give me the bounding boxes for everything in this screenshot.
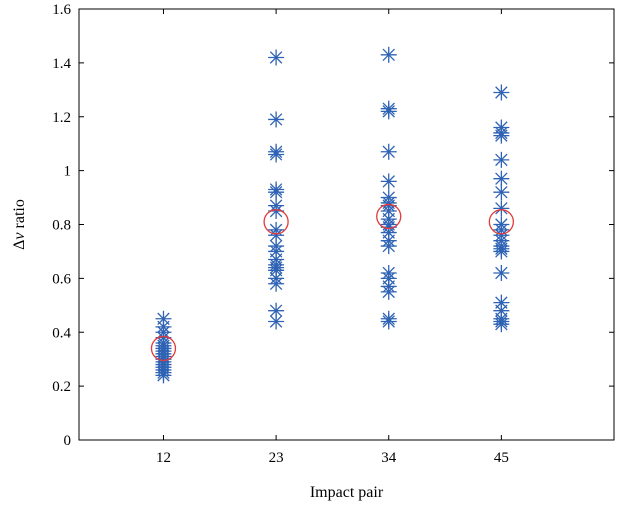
data-point-asterisk	[380, 143, 397, 160]
data-point-asterisk	[380, 46, 397, 63]
data-point-asterisk	[380, 313, 397, 330]
data-point-asterisk	[493, 264, 510, 281]
y-tick-label: 1	[64, 164, 72, 180]
y-tick-label: 1.4	[52, 56, 71, 72]
data-point-asterisk	[493, 151, 510, 168]
x-tick-label: 23	[269, 450, 284, 466]
x-tick-label: 12	[156, 450, 171, 466]
data-point-asterisk	[155, 367, 172, 384]
y-axis-label-suffix: ratio	[11, 199, 28, 232]
mean-marker-circle	[263, 209, 289, 235]
data-point-asterisk	[493, 184, 510, 201]
y-tick-label: 0	[64, 433, 72, 449]
data-point-asterisk	[268, 184, 285, 201]
data-point-asterisk	[380, 283, 397, 300]
sample-points	[155, 46, 510, 384]
y-axis-ticks: 0 0.2 0.4 0.6 0.8 1 1.2 1.4 1.6	[52, 2, 614, 449]
data-point-asterisk	[380, 173, 397, 190]
mean-markers	[150, 203, 515, 362]
data-point-asterisk	[493, 170, 510, 187]
y-axis-label-symbol: ν	[11, 232, 28, 240]
y-tick-label: 0.6	[52, 271, 71, 287]
y-tick-label: 0.8	[52, 218, 71, 234]
x-tick-label: 45	[494, 450, 509, 466]
data-point-asterisk	[493, 200, 510, 217]
y-tick-label: 0.4	[52, 325, 71, 341]
data-point-asterisk	[380, 103, 397, 120]
x-axis-label: Impact pair	[310, 484, 384, 501]
mean-marker-circle	[150, 335, 177, 362]
data-point-asterisk	[493, 316, 510, 333]
data-point-asterisk	[268, 111, 285, 128]
data-point-asterisk	[268, 275, 285, 292]
y-tick-label: 1.6	[52, 2, 71, 18]
data-point-asterisk	[493, 84, 510, 101]
y-tick-label: 0.2	[52, 379, 71, 395]
mean-marker-circle	[488, 209, 515, 235]
data-point-asterisk	[380, 238, 397, 255]
y-tick-label: 1.2	[52, 110, 71, 126]
y-axis-label-prefix: Δ	[11, 240, 28, 250]
x-tick-label: 34	[381, 450, 397, 466]
data-point-asterisk	[493, 243, 510, 260]
plot-area-frame	[78, 8, 615, 441]
data-point-asterisk	[268, 313, 285, 330]
data-point-asterisk	[493, 127, 510, 144]
mean-marker-circle	[376, 203, 402, 230]
data-point-asterisk	[268, 49, 285, 66]
data-point-asterisk	[268, 203, 285, 220]
x-axis-ticks: 12 23 34 45	[156, 9, 509, 466]
data-point-asterisk	[268, 146, 285, 163]
y-axis-label: Δν ratio	[11, 199, 28, 250]
